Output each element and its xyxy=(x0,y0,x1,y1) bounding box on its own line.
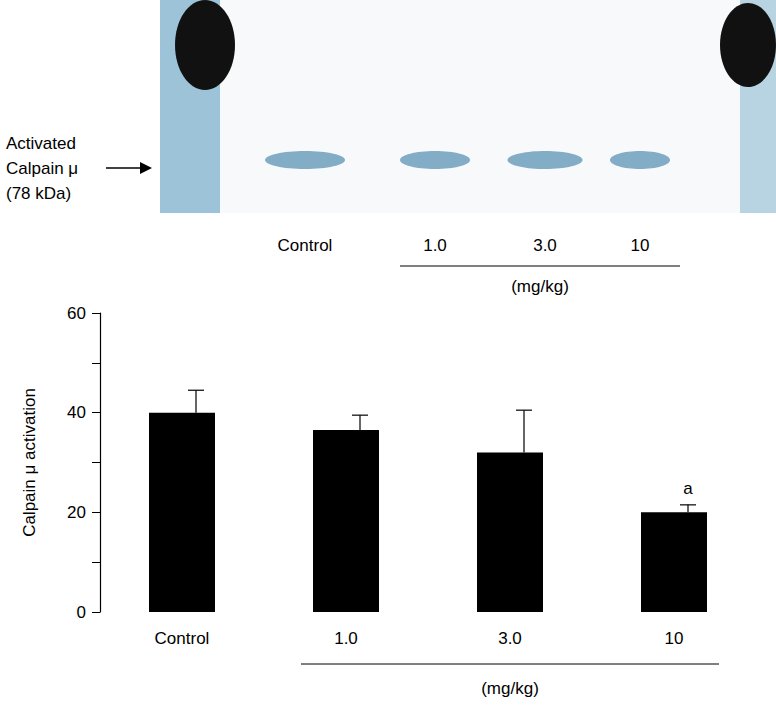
svg-text:a: a xyxy=(683,479,693,498)
svg-text:60: 60 xyxy=(67,304,86,323)
svg-text:0: 0 xyxy=(77,603,86,622)
svg-text:3.0: 3.0 xyxy=(498,629,522,648)
svg-text:3.0: 3.0 xyxy=(533,236,557,255)
svg-text:20: 20 xyxy=(67,503,86,522)
svg-text:Control: Control xyxy=(155,629,210,648)
svg-text:Calpain μ: Calpain μ xyxy=(6,159,78,178)
svg-text:1.0: 1.0 xyxy=(423,236,447,255)
svg-text:(mg/kg): (mg/kg) xyxy=(481,679,539,698)
svg-text:(mg/kg): (mg/kg) xyxy=(511,277,569,296)
svg-text:1.0: 1.0 xyxy=(334,629,358,648)
svg-text:Control: Control xyxy=(278,236,333,255)
svg-text:Activated: Activated xyxy=(6,134,76,153)
svg-text:10: 10 xyxy=(665,629,684,648)
svg-text:10: 10 xyxy=(631,236,650,255)
svg-text:40: 40 xyxy=(67,403,86,422)
svg-text:(78 kDa): (78 kDa) xyxy=(6,184,71,203)
svg-text:Calpain μ activation: Calpain μ activation xyxy=(20,388,39,537)
